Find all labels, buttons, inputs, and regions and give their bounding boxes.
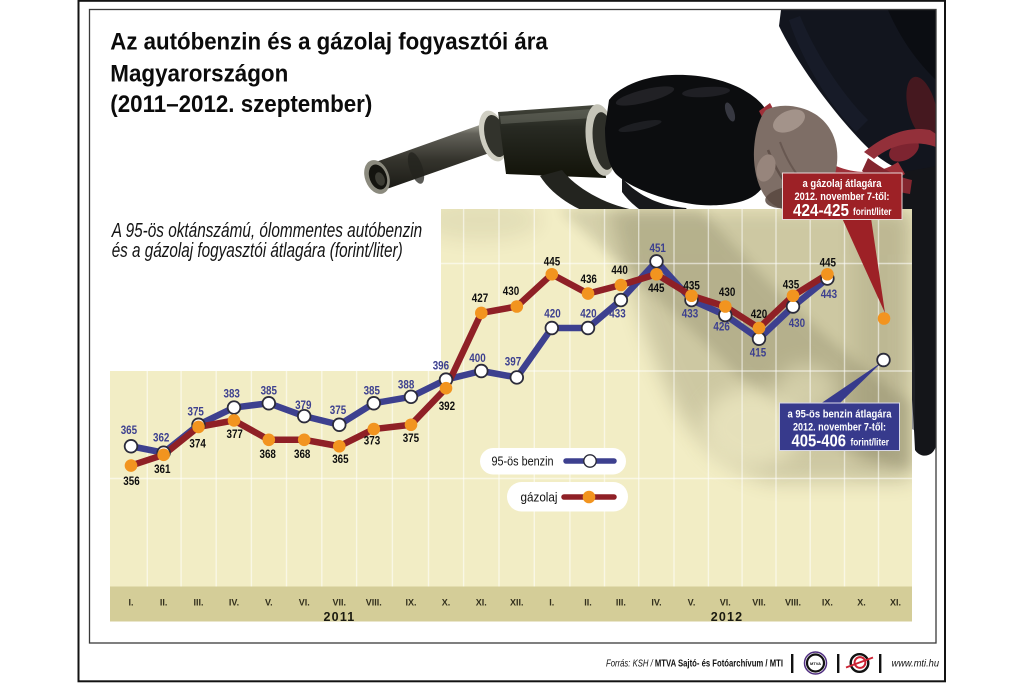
svg-text:VI.: VI. (720, 598, 731, 608)
svg-text:VIII.: VIII. (785, 598, 801, 608)
svg-text:III.: III. (616, 598, 626, 608)
svg-text:2011: 2011 (324, 610, 356, 624)
svg-text:383: 383 (224, 386, 241, 400)
svg-text:2012. november 7-től:: 2012. november 7-től: (793, 422, 886, 434)
svg-text:430: 430 (503, 284, 520, 298)
svg-text:420: 420 (751, 307, 768, 321)
svg-text:375: 375 (188, 405, 205, 419)
svg-text:forint/liter: forint/liter (853, 207, 892, 218)
svg-text:433: 433 (682, 307, 699, 321)
svg-text:430: 430 (719, 285, 736, 299)
svg-text:375: 375 (330, 403, 347, 417)
svg-text:IX.: IX. (822, 598, 833, 608)
svg-text:Magyarországon: Magyarországon (110, 61, 288, 88)
svg-text:433: 433 (609, 306, 626, 320)
svg-text:IV.: IV. (229, 598, 239, 608)
svg-text:IV.: IV. (651, 598, 661, 608)
svg-text:397: 397 (505, 354, 522, 368)
svg-text:368: 368 (260, 447, 277, 461)
svg-text:VII.: VII. (752, 598, 766, 608)
svg-text:a gázolaj átlagára: a gázolaj átlagára (803, 178, 883, 190)
svg-text:V.: V. (688, 598, 696, 608)
svg-text:www.mti.hu: www.mti.hu (892, 658, 940, 670)
svg-text:Az autóbenzin és a gázolaj fog: Az autóbenzin és a gázolaj fogyasztói ár… (110, 29, 548, 56)
svg-text:385: 385 (364, 383, 381, 397)
svg-text:2012. november 7-től:: 2012. november 7-től: (795, 191, 890, 203)
svg-text:XII.: XII. (510, 598, 524, 608)
svg-text:V.: V. (265, 598, 273, 608)
svg-text:III.: III. (193, 598, 203, 608)
svg-text:420: 420 (580, 307, 597, 321)
svg-text:435: 435 (683, 278, 700, 292)
svg-text:IX.: IX. (405, 598, 416, 608)
svg-text:445: 445 (820, 255, 837, 269)
svg-text:440: 440 (611, 263, 628, 277)
svg-text:forint/liter: forint/liter (851, 438, 890, 449)
svg-text:415: 415 (750, 345, 767, 359)
svg-text:X.: X. (442, 598, 451, 608)
svg-text:a 95-ös benzin átlagára: a 95-ös benzin átlagára (788, 409, 893, 421)
svg-text:445: 445 (648, 281, 665, 295)
svg-text:MTVA: MTVA (810, 661, 821, 666)
svg-text:436: 436 (581, 272, 598, 286)
svg-text:gázolaj: gázolaj (521, 491, 558, 505)
svg-text:II.: II. (584, 598, 592, 608)
svg-text:427: 427 (472, 291, 489, 305)
svg-text:X.: X. (857, 598, 866, 608)
svg-text:361: 361 (154, 462, 171, 476)
svg-text:356: 356 (123, 474, 140, 488)
svg-text:368: 368 (294, 447, 311, 461)
svg-text:XI.: XI. (476, 598, 487, 608)
svg-text:420: 420 (544, 307, 561, 321)
svg-text:VI.: VI. (299, 598, 310, 608)
svg-text:Forrás: KSH / MTVA Sajtó- és F: Forrás: KSH / MTVA Sajtó- és Fotóarchívu… (606, 658, 783, 670)
svg-text:XI.: XI. (890, 598, 901, 608)
svg-text:392: 392 (439, 399, 456, 413)
svg-text:400: 400 (469, 351, 486, 365)
svg-text:II.: II. (160, 598, 168, 608)
svg-text:VIII.: VIII. (366, 598, 382, 608)
svg-text:405-406: 405-406 (792, 431, 847, 451)
svg-text:VII.: VII. (333, 598, 347, 608)
svg-text:379: 379 (295, 398, 312, 412)
svg-text:2012: 2012 (711, 610, 744, 624)
svg-text:és a gázolaj fogyasztói átlagá: és a gázolaj fogyasztói átlagára (forint… (112, 240, 403, 262)
svg-text:I.: I. (128, 598, 133, 608)
svg-text:377: 377 (227, 427, 244, 441)
svg-text:95-ös benzin: 95-ös benzin (492, 455, 554, 469)
svg-text:424-425: 424-425 (793, 200, 849, 220)
svg-text:396: 396 (433, 359, 450, 373)
svg-text:373: 373 (364, 433, 381, 447)
svg-text:374: 374 (189, 437, 206, 451)
svg-text:365: 365 (121, 423, 138, 437)
svg-text:362: 362 (153, 430, 170, 444)
svg-text:A 95-ös oktánszámú, ólommentes: A 95-ös oktánszámú, ólommentes autóbenzi… (111, 220, 422, 242)
svg-text:365: 365 (332, 452, 349, 466)
svg-text:445: 445 (544, 254, 561, 268)
svg-text:(2011–2012. szeptember): (2011–2012. szeptember) (110, 91, 372, 118)
svg-text:I.: I. (549, 598, 554, 608)
svg-text:375: 375 (403, 431, 420, 445)
svg-text:426: 426 (713, 319, 730, 333)
svg-text:388: 388 (398, 378, 415, 392)
svg-text:451: 451 (650, 241, 667, 255)
svg-text:435: 435 (783, 277, 800, 291)
svg-text:430: 430 (789, 316, 806, 330)
svg-text:385: 385 (261, 383, 278, 397)
svg-text:443: 443 (821, 287, 838, 301)
